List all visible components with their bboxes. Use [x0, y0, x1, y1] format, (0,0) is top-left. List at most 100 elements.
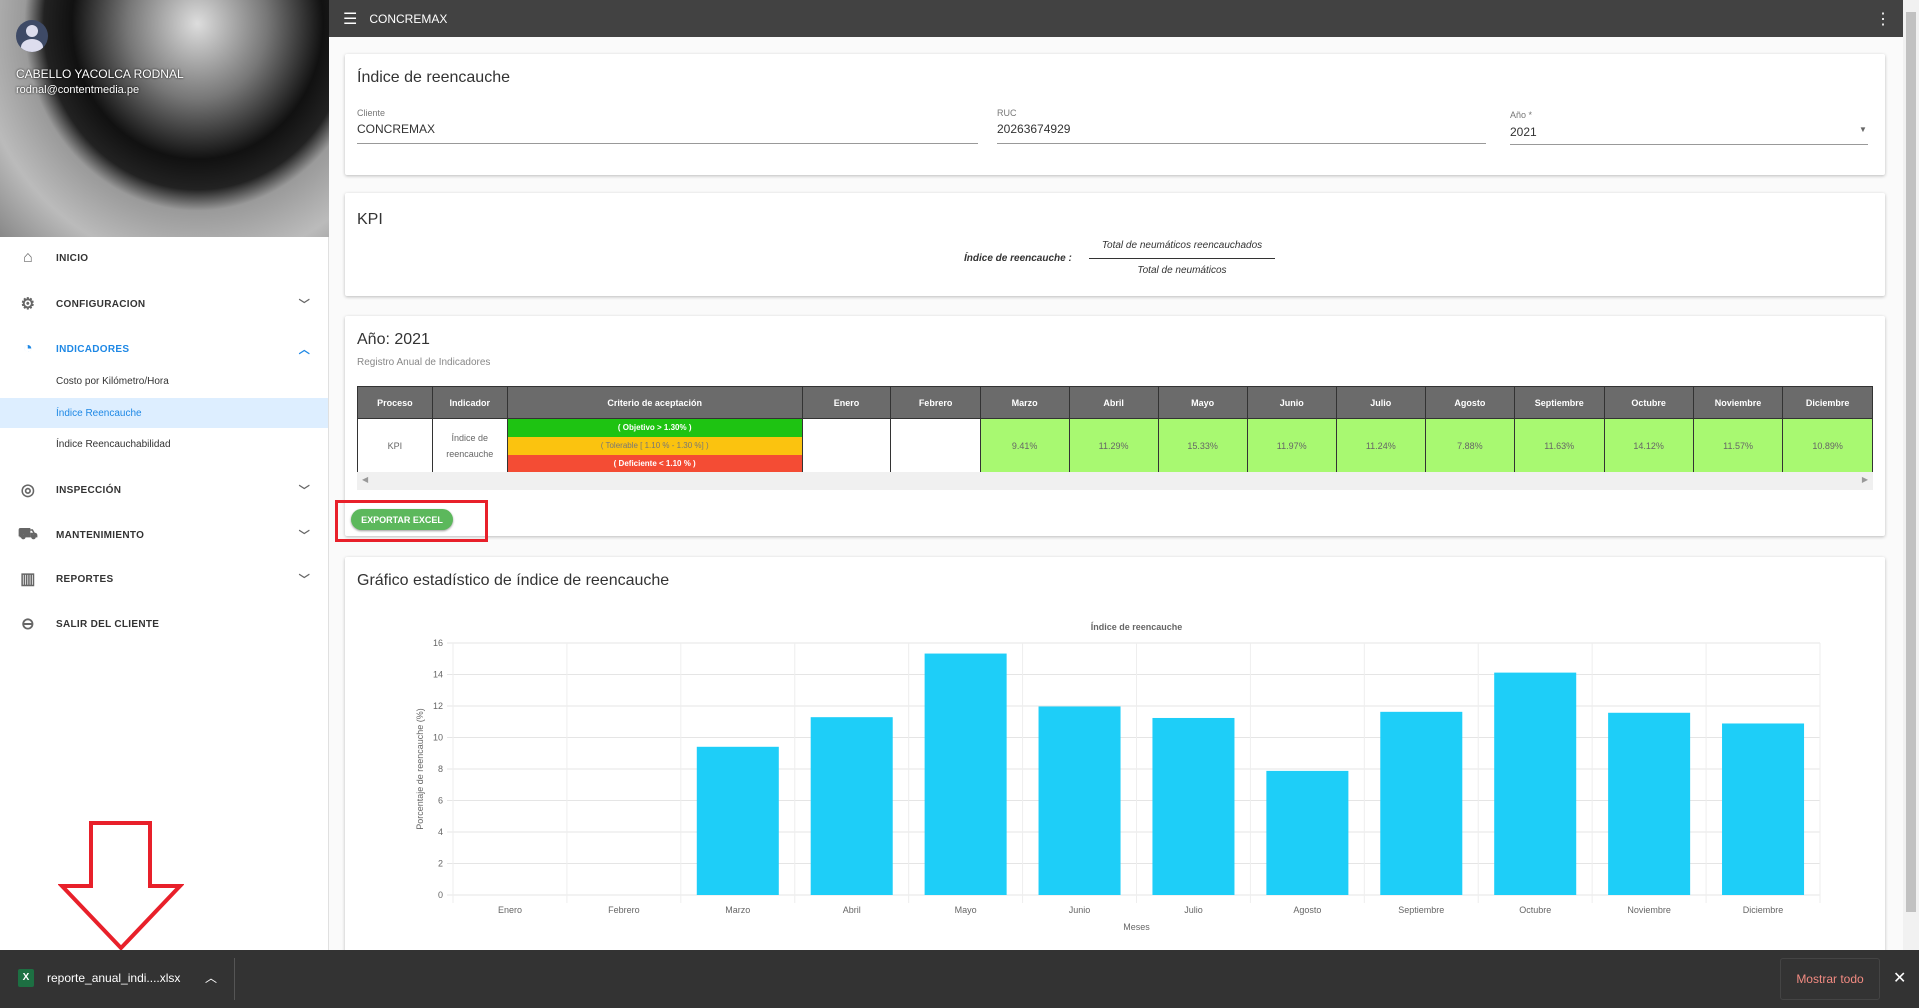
criterio-band: ( Tolerable [ 1.10 % - 1.30 %] ) [507, 437, 802, 455]
show-all-button[interactable]: Mostrar todo [1780, 958, 1880, 1000]
month-value-cell: 11.29% [1068, 418, 1159, 474]
chart-title: Índice de reencauche [1091, 622, 1183, 632]
profile-banner [0, 0, 329, 237]
x-tick-label: Febrero [608, 905, 640, 915]
column-header: Junio [1246, 386, 1337, 419]
home-icon: ⌂ [23, 249, 33, 266]
export-excel-button[interactable]: EXPORTAR EXCEL [351, 509, 453, 530]
sidebar-item-indicadores[interactable]: ◔ INDICADORES ︿ [0, 334, 328, 364]
top-app-bar: ☰ CONCREMAX ⋮ [329, 0, 1903, 37]
close-icon[interactable]: ✕ [1893, 970, 1907, 987]
bar-septiembre [1380, 711, 1463, 895]
sidebar-item-label: INICIO [56, 252, 89, 264]
column-header: Febrero [890, 386, 981, 419]
x-axis-label: Meses [1123, 922, 1150, 932]
table-scroll-container[interactable]: Proceso Indicador Criterio de aceptación En… [357, 386, 1873, 490]
sidebar-subitem-reencauchabilidad[interactable]: Índice Reencauchabilidad [56, 438, 171, 450]
criterio-band: ( Deficiente < 1.10 % ) [507, 455, 802, 473]
hamburger-icon[interactable]: ☰ [343, 10, 358, 28]
avatar [16, 20, 48, 52]
inspection-icon: ◎ [20, 482, 36, 499]
x-tick-label: Octubre [1519, 905, 1551, 915]
month-value-cell: 7.88% [1424, 418, 1515, 474]
chevron-up-icon[interactable]: ︿ [205, 971, 218, 985]
month-value-cell: 15.33% [1157, 418, 1248, 474]
sidebar-subitem-indice-reencauche[interactable]: Índice Reencauche [0, 398, 328, 428]
sidebar-item-mantenimiento[interactable]: ⛟ MANTENIMIENTO ﹀ [0, 520, 328, 550]
divider [234, 958, 235, 1000]
registro-card: Año: 2021 Registro Anual de Indicadores … [345, 316, 1885, 536]
sidebar-subitem-costo[interactable]: Costo por Kilómetro/Hora [56, 375, 169, 387]
y-axis-label: Porcentaje de reencauche (%) [415, 708, 425, 830]
column-header: Julio [1335, 386, 1426, 419]
sidebar-item-inicio[interactable]: ⌂ INICIO [0, 243, 328, 273]
user-name: CABELLO YACOLCA RODNAL [16, 67, 184, 81]
column-header: Criterio de aceptación [506, 386, 803, 419]
chevron-down-icon: ﹀ [298, 299, 310, 311]
column-header: Abril [1068, 386, 1159, 419]
proceso-cell: KPI [357, 418, 433, 474]
excel-icon: X [18, 969, 34, 987]
speedometer-icon: ◔ [23, 340, 33, 357]
chevron-up-icon: ︿ [298, 344, 310, 356]
column-header: Mayo [1157, 386, 1248, 419]
more-vert-icon[interactable]: ⋮ [1875, 10, 1891, 28]
bar-marzo [696, 746, 779, 895]
gear-icon: ⚙ [20, 296, 36, 313]
month-value-cell: 11.57% [1692, 418, 1784, 474]
ruc-underline [997, 143, 1486, 144]
month-value-cell [801, 418, 892, 474]
red-arrow-annotation [58, 821, 184, 951]
cliente-label: Cliente [357, 108, 386, 118]
sidebar-item-label: SALIR DEL CLIENTE [56, 618, 160, 630]
y-tick-label: 6 [438, 796, 443, 806]
page-title: Índice de reencauche [357, 69, 510, 86]
bar-abril [810, 717, 893, 895]
chevron-down-icon: ﹀ [298, 485, 310, 497]
bar-chart: 0 2 4 6 8 10 12 14 16 Enero Febrero Marzo Abril Mayo J… [415, 622, 1821, 932]
criterio-band: ( Objetivo > 1.30% ) [507, 419, 802, 437]
kpi-denominator: Total de neumáticos [1137, 265, 1227, 276]
cliente-field[interactable]: CONCREMAX [357, 122, 436, 136]
column-header: Proceso [357, 386, 433, 419]
ruc-label: RUC [997, 108, 1017, 118]
sidebar-item-salir[interactable]: ⊖ SALIR DEL CLIENTE [0, 609, 328, 639]
chart-section-title: Gráfico estadístico de índice de reencau… [357, 572, 670, 589]
x-tick-label: Marzo [725, 905, 750, 915]
column-header: Marzo [979, 386, 1070, 419]
scroll-left-icon[interactable]: ◀ [362, 475, 369, 484]
y-tick-label: 12 [433, 701, 443, 711]
criterio-cell: ( Objetivo > 1.30% )( Tolerable [ 1.10 %… [506, 418, 803, 474]
scroll-right-icon[interactable]: ▶ [1861, 475, 1868, 484]
bar-agosto [1266, 770, 1349, 895]
horizontal-scrollbar[interactable]: ◀ ▶ [357, 472, 1873, 490]
sidebar-item-reportes[interactable]: ▥ REPORTES ﹀ [0, 564, 328, 594]
sidebar-item-label: MANTENIMIENTO [56, 529, 145, 541]
cliente-underline [357, 143, 978, 144]
sidebar-item-label: INDICADORES [56, 343, 130, 355]
kpi-numerator: Total de neumáticos reencauchados [1101, 240, 1263, 251]
column-header: Octubre [1603, 386, 1694, 419]
app-title: CONCREMAX [369, 11, 448, 26]
scrollbar-thumb[interactable] [1906, 12, 1916, 912]
bar-diciembre [1722, 723, 1805, 895]
filter-card: Índice de reencauche Cliente CONCREMAX R… [345, 54, 1885, 175]
indicador-cell: Índice de reencauche [431, 418, 508, 474]
sidebar-item-inspeccion[interactable]: ◎ INSPECCIÓN ﹀ [0, 475, 328, 505]
y-tick-label: 10 [433, 733, 443, 743]
fraction-line [1089, 258, 1275, 259]
sidebar-item-label: CONFIGURACION [56, 298, 146, 310]
y-tick-label: 4 [438, 827, 443, 837]
maintenance-icon: ⛟ [17, 526, 39, 543]
dropdown-arrow-icon[interactable]: ▼ [1859, 125, 1867, 134]
column-header: Septiembre [1513, 386, 1605, 419]
download-item[interactable]: reporte_anual_indi....xlsx [47, 971, 181, 985]
ruc-field[interactable]: 20263674929 [997, 122, 1071, 136]
anio-select[interactable]: 2021 [1510, 125, 1537, 139]
sidebar-item-configuracion[interactable]: ⚙ CONFIGURACION ﹀ [0, 289, 328, 319]
y-tick-label: 16 [433, 638, 443, 648]
column-header: Enero [801, 386, 892, 419]
x-tick-label: Noviembre [1627, 905, 1671, 915]
sidebar-item-label: REPORTES [56, 573, 114, 585]
anio-label: Año * [1510, 110, 1533, 120]
